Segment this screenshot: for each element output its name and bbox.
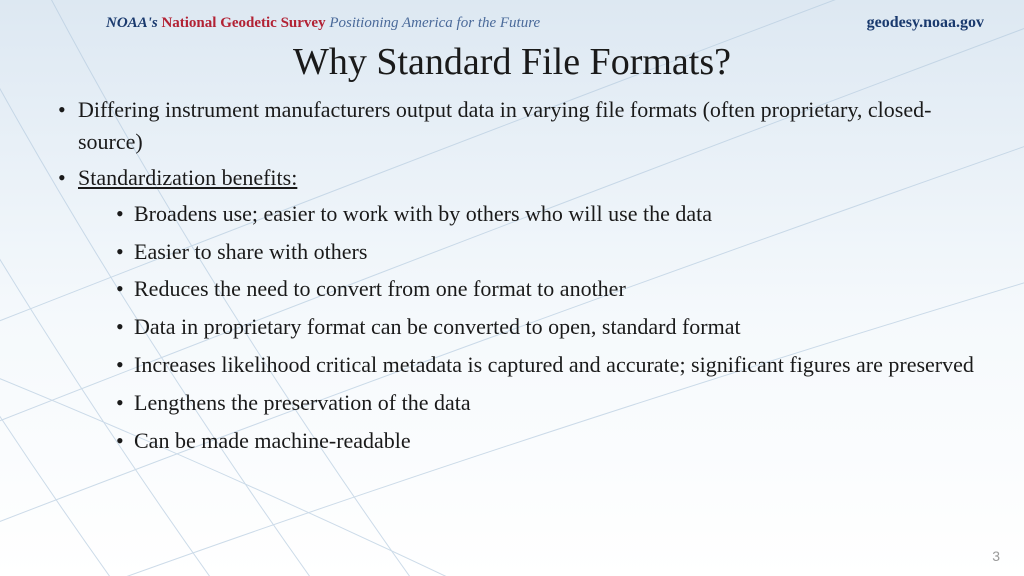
bullet-text: Differing instrument manufacturers outpu… <box>78 97 931 154</box>
ngs-label: National Geodetic Survey <box>161 15 325 31</box>
sub-bullet-item: Easier to share with others <box>110 236 984 268</box>
sub-bullet-text: Reduces the need to convert from one for… <box>134 276 626 301</box>
sub-bullet-list: Broadens use; easier to work with by oth… <box>78 198 984 457</box>
sub-bullet-item: Lengthens the preservation of the data <box>110 387 984 419</box>
sub-bullet-item: Increases likelihood critical metadata i… <box>110 349 984 381</box>
sub-bullet-text: Lengthens the preservation of the data <box>134 390 471 415</box>
bullet-item: Differing instrument manufacturers outpu… <box>48 94 984 158</box>
slide-content: Differing instrument manufacturers outpu… <box>0 94 1024 457</box>
sub-bullet-text: Increases likelihood critical metadata i… <box>134 352 974 377</box>
sub-bullet-text: Broadens use; easier to work with by oth… <box>134 201 712 226</box>
sub-bullet-item: Data in proprietary format can be conver… <box>110 311 984 343</box>
sub-bullet-text: Can be made machine-readable <box>134 428 411 453</box>
page-number: 3 <box>992 548 1000 564</box>
header-left: NOAA's National Geodetic Survey Position… <box>106 15 540 32</box>
sub-bullet-item: Can be made machine-readable <box>110 425 984 457</box>
header-bar: NOAA's National Geodetic Survey Position… <box>0 0 1024 38</box>
header-url: geodesy.noaa.gov <box>867 14 984 32</box>
sub-bullet-text: Data in proprietary format can be conver… <box>134 314 741 339</box>
sub-bullet-item: Reduces the need to convert from one for… <box>110 273 984 305</box>
tagline-label: Positioning America for the Future <box>329 15 540 31</box>
sub-bullet-text: Easier to share with others <box>134 239 367 264</box>
bullet-list: Differing instrument manufacturers outpu… <box>48 94 984 457</box>
noaa-label: NOAA's <box>106 15 158 31</box>
bullet-text-underlined: Standardization benefits: <box>78 165 297 190</box>
slide-title: Why Standard File Formats? <box>0 40 1024 84</box>
bullet-item: Standardization benefits: Broadens use; … <box>48 162 984 457</box>
sub-bullet-item: Broadens use; easier to work with by oth… <box>110 198 984 230</box>
